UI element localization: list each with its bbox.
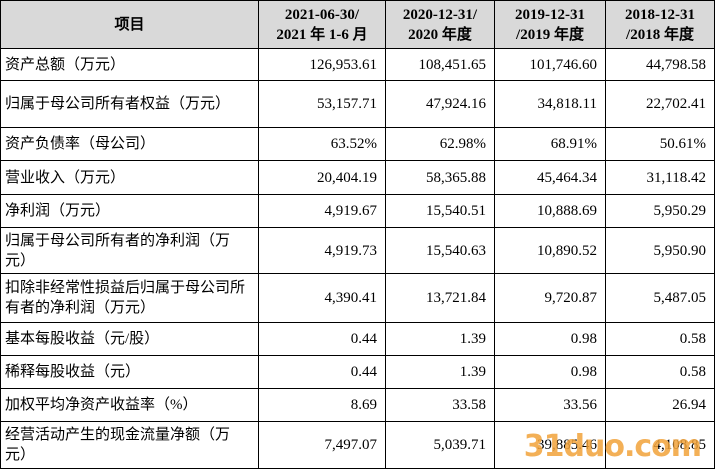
table-row: 归属于母公司所有者权益（万元） 53,157.71 47,924.16 34,818.… (0, 80, 715, 128)
row-label: 扣除非经常性损益后归属于母公司所有者的净利润（万元） (0, 273, 259, 323)
cell-value: 7,497.07 (258, 421, 386, 469)
table-body: 资产总额（万元） 126,953.61 108,451.65 101,746.60 44… (0, 48, 715, 469)
cell-value: 0.98 (494, 322, 606, 356)
cell-value: 63.52% (258, 127, 386, 161)
cell-value: 15,540.51 (385, 194, 495, 228)
table-row: 经营活动产生的现金流量净额（万元） 7,497.07 5,039.71 39,885.… (0, 421, 715, 469)
cell-value: 4,108.85 (605, 421, 715, 469)
cell-value: 26.94 (605, 388, 715, 422)
table-row: 资产总额（万元） 126,953.61 108,451.65 101,746.60 44… (0, 48, 715, 81)
table-row: 资产负债率（母公司） 63.52% 62.98% 68.91% 50.61% (0, 127, 715, 161)
cell-value: 45,464.34 (494, 160, 606, 195)
cell-value: 13,721.84 (385, 273, 495, 323)
cell-value: 44,798.58 (605, 48, 715, 81)
cell-value: 4,919.67 (258, 194, 386, 228)
cell-value: 22,702.41 (605, 80, 715, 128)
cell-value: 0.98 (494, 355, 606, 389)
row-label: 营业收入（万元） (0, 160, 259, 195)
row-label: 归属于母公司所有者权益（万元） (0, 80, 259, 128)
row-label: 加权平均净资产收益率（%） (0, 388, 259, 422)
cell-value: 0.58 (605, 355, 715, 389)
header-row: 项目 2021-06-30/ 2021 年 1-6 月 2020-12-31/ 20… (0, 0, 715, 49)
header-cell: 项目 (0, 0, 259, 49)
table-row: 营业收入（万元） 20,404.19 58,365.88 45,464.34 31,11… (0, 160, 715, 195)
header-cell: 2021-06-30/ 2021 年 1-6 月 (258, 0, 386, 49)
table-row: 加权平均净资产收益率（%） 8.69 33.58 33.56 26.94 (0, 388, 715, 422)
cell-value: 53,157.71 (258, 80, 386, 128)
watermark: 31duo.com (523, 429, 702, 464)
cell-value: 1.39 (385, 355, 495, 389)
cell-value: 4,919.73 (258, 227, 386, 274)
cell-value: 126,953.61 (258, 48, 386, 81)
header-cell: 2020-12-31/ 2020 年度 (385, 0, 495, 49)
table-row: 归属于母公司所有者的净利润（万元） 4,919.73 15,540.63 10,890… (0, 227, 715, 274)
cell-value: 5,487.05 (605, 273, 715, 323)
header-cell: 2018-12-31 /2018 年度 (605, 0, 715, 49)
cell-value: 33.56 (494, 388, 606, 422)
cell-value: 4,390.41 (258, 273, 386, 323)
row-label: 经营活动产生的现金流量净额（万元） (0, 421, 259, 469)
table-row: 净利润（万元） 4,919.67 15,540.51 10,888.69 5,950.2… (0, 194, 715, 228)
cell-value: 1.39 (385, 322, 495, 356)
row-label: 净利润（万元） (0, 194, 259, 228)
cell-value: 0.44 (258, 355, 386, 389)
cell-value: 0.58 (605, 322, 715, 356)
cell-value: 10,890.52 (494, 227, 606, 274)
cell-value: 5,039.71 (385, 421, 495, 469)
header-cell: 2019-12-31 /2019 年度 (494, 0, 606, 49)
row-label: 基本每股收益（元/股） (0, 322, 259, 356)
cell-value: 15,540.63 (385, 227, 495, 274)
table-row: 基本每股收益（元/股） 0.44 1.39 0.98 0.58 (0, 322, 715, 356)
cell-value: 10,888.69 (494, 194, 606, 228)
cell-value: 47,924.16 (385, 80, 495, 128)
cell-value: 33.58 (385, 388, 495, 422)
cell-value: 58,365.88 (385, 160, 495, 195)
cell-value: 34,818.11 (494, 80, 606, 128)
row-label: 归属于母公司所有者的净利润（万元） (0, 227, 259, 274)
row-label: 稀释每股收益（元） (0, 355, 259, 389)
cell-value: 20,404.19 (258, 160, 386, 195)
cell-value: 9,720.87 (494, 273, 606, 323)
cell-value: 50.61% (605, 127, 715, 161)
row-label: 资产总额（万元） (0, 48, 259, 81)
cell-value: 5,950.29 (605, 194, 715, 228)
cell-value: 8.69 (258, 388, 386, 422)
row-label: 资产负债率（母公司） (0, 127, 259, 161)
cell-value: 62.98% (385, 127, 495, 161)
cell-value: 5,950.90 (605, 227, 715, 274)
cell-value: 101,746.60 (494, 48, 606, 81)
cell-value: 0.44 (258, 322, 386, 356)
cell-value: 68.91% (494, 127, 606, 161)
cell-value: 31,118.42 (605, 160, 715, 195)
table-row: 稀释每股收益（元） 0.44 1.39 0.98 0.58 (0, 355, 715, 389)
cell-value: 39,885.46 (494, 421, 606, 469)
cell-value: 108,451.65 (385, 48, 495, 81)
table-row: 扣除非经常性损益后归属于母公司所有者的净利润（万元） 4,390.41 13,721… (0, 273, 715, 323)
